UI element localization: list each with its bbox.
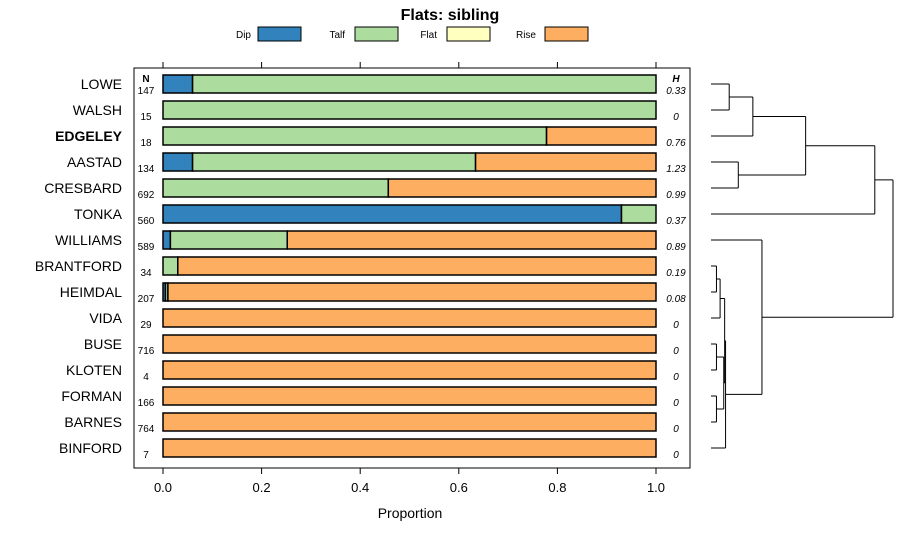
n-value-barnes: 764 xyxy=(138,424,155,435)
n-value-buse: 716 xyxy=(138,346,155,357)
h-value-aastad: 1.23 xyxy=(666,164,686,175)
category-label-walsh: WALSH xyxy=(73,102,122,118)
h-value-cresbard: 0.99 xyxy=(666,190,686,201)
n-value-tonka: 560 xyxy=(138,216,155,227)
h-value-barnes: 0 xyxy=(673,424,679,435)
n-value-brantford: 34 xyxy=(140,268,152,279)
bar-segment-edgeley-rise xyxy=(545,126,657,146)
n-value-edgeley: 18 xyxy=(140,138,152,149)
h-value-walsh: 0 xyxy=(673,112,679,123)
category-label-buse: BUSE xyxy=(84,336,122,352)
legend-swatch-dip xyxy=(257,26,302,42)
legend-swatch-talf xyxy=(354,26,399,42)
h-value-brantford: 0.19 xyxy=(666,268,686,279)
legend-label-talf: Talf xyxy=(329,30,345,41)
category-label-barnes: BARNES xyxy=(64,414,122,430)
bar-segment-lowe-dip xyxy=(162,74,194,94)
bar-segment-cresbard-talf xyxy=(162,178,390,198)
n-value-heimdal: 207 xyxy=(138,294,155,305)
bar-segment-williams-rise xyxy=(286,230,657,250)
n-column-header: N xyxy=(142,74,149,85)
bar-segment-brantford-rise xyxy=(177,256,657,276)
category-label-aastad: AASTAD xyxy=(67,154,122,170)
bar-segment-edgeley-talf xyxy=(162,126,548,146)
category-label-lowe: LOWE xyxy=(81,76,122,92)
bar-segment-vida-rise xyxy=(162,308,657,328)
x-axis-title: Proportion xyxy=(378,505,443,521)
h-value-edgeley: 0.76 xyxy=(666,138,686,149)
n-value-binford: 7 xyxy=(143,450,149,461)
legend-label-rise: Rise xyxy=(516,30,536,41)
category-label-williams: WILLIAMS xyxy=(55,232,122,248)
legend-label-dip: Dip xyxy=(236,30,251,41)
bar-segment-walsh-talf xyxy=(162,100,657,120)
x-tick-label-0.6: 0.6 xyxy=(450,480,468,495)
n-value-kloten: 4 xyxy=(143,372,149,383)
n-value-vida: 29 xyxy=(140,320,152,331)
category-label-edgeley: EDGELEY xyxy=(55,128,123,144)
x-tick-label-0.2: 0.2 xyxy=(253,480,271,495)
legend-swatch-rise xyxy=(544,26,589,42)
category-label-kloten: KLOTEN xyxy=(66,362,122,378)
legend-label-flat: Flat xyxy=(420,30,437,41)
bar-segment-barnes-rise xyxy=(162,412,657,432)
x-tick-label-0.4: 0.4 xyxy=(351,480,369,495)
x-tick-label-0.8: 0.8 xyxy=(548,480,566,495)
n-value-walsh: 15 xyxy=(140,112,152,123)
category-label-forman: FORMAN xyxy=(61,388,122,404)
h-column-header: H xyxy=(672,74,680,85)
x-tick-label-1.0: 1.0 xyxy=(647,480,665,495)
category-label-binford: BINFORD xyxy=(59,440,122,456)
bar-segment-kloten-rise xyxy=(162,360,657,380)
bar-segment-aastad-talf xyxy=(191,152,477,172)
h-value-tonka: 0.37 xyxy=(666,216,686,227)
bar-segment-cresbard-rise xyxy=(387,178,657,198)
h-value-heimdal: 0.08 xyxy=(666,294,686,305)
n-value-aastad: 134 xyxy=(138,164,155,175)
h-value-forman: 0 xyxy=(673,398,679,409)
category-label-brantford: BRANTFORD xyxy=(35,258,122,274)
h-value-vida: 0 xyxy=(673,320,679,331)
category-label-cresbard: CRESBARD xyxy=(44,180,122,196)
n-value-cresbard: 692 xyxy=(138,190,155,201)
bar-segment-buse-rise xyxy=(162,334,657,354)
bar-segment-forman-rise xyxy=(162,386,657,406)
category-label-heimdal: HEIMDAL xyxy=(60,284,122,300)
bar-segment-aastad-rise xyxy=(474,152,657,172)
bar-segment-williams-talf xyxy=(169,230,288,250)
bar-segment-williams-dip xyxy=(162,230,172,250)
bar-segment-tonka-talf xyxy=(620,204,657,224)
chart-title: Flats: sibling xyxy=(401,7,500,24)
h-value-binford: 0 xyxy=(673,450,679,461)
bar-segment-lowe-talf xyxy=(191,74,657,94)
n-value-forman: 166 xyxy=(138,398,155,409)
category-label-tonka: TONKA xyxy=(74,206,123,222)
h-value-williams: 0.89 xyxy=(666,242,686,253)
n-value-lowe: 147 xyxy=(138,86,155,97)
h-value-lowe: 0.33 xyxy=(666,86,686,97)
category-label-vida: VIDA xyxy=(89,310,122,326)
bar-segment-heimdal-rise xyxy=(167,282,657,302)
x-tick-label-0.0: 0.0 xyxy=(154,480,172,495)
legend-swatch-flat xyxy=(446,26,491,42)
n-value-williams: 589 xyxy=(138,242,155,253)
h-value-buse: 0 xyxy=(673,346,679,357)
h-value-kloten: 0 xyxy=(673,372,679,383)
bar-segment-tonka-dip xyxy=(162,204,623,224)
plot-frame xyxy=(133,67,691,469)
bar-segment-aastad-dip xyxy=(162,152,194,172)
bar-segment-binford-rise xyxy=(162,438,657,458)
bar-segment-brantford-talf xyxy=(162,256,179,276)
